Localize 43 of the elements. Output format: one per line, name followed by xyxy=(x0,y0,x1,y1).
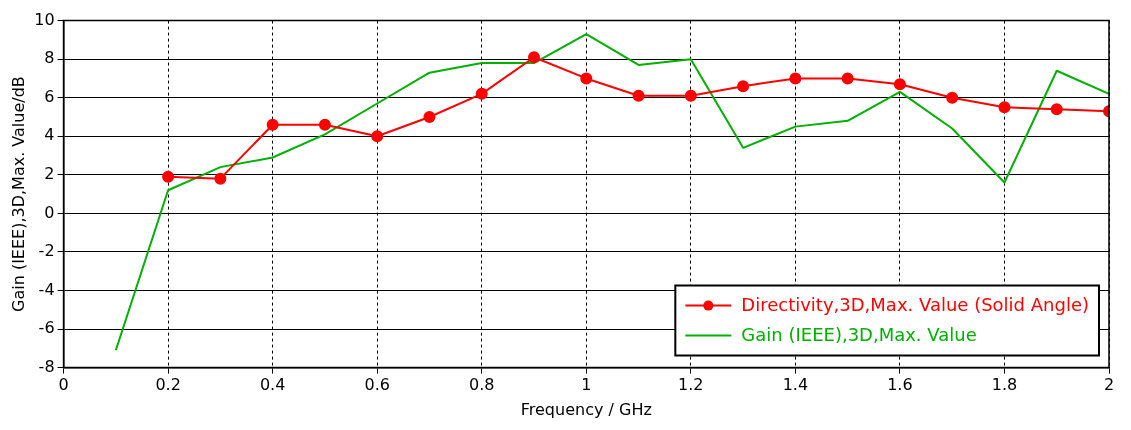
point xyxy=(737,80,750,93)
point xyxy=(266,118,279,131)
y-tick-label: 10 xyxy=(34,9,55,29)
x-tick-label: 0 xyxy=(58,375,69,395)
y-tick-label: -4 xyxy=(38,279,55,299)
x-tick-label: 0.2 xyxy=(155,375,181,395)
point xyxy=(841,72,854,85)
point xyxy=(632,89,645,102)
y-tick-label: 6 xyxy=(44,86,55,106)
point xyxy=(371,130,384,143)
x-tick-label: 2 xyxy=(1103,375,1115,395)
legend-label: Gain (IEEE),3D,Max. Value xyxy=(741,324,977,346)
x-tick-label: 1.4 xyxy=(782,375,809,395)
y-tick-label: -2 xyxy=(38,241,55,261)
y-tick-label: 8 xyxy=(44,48,55,68)
point xyxy=(684,89,697,102)
y-tick-label: -8 xyxy=(38,356,55,376)
point xyxy=(423,110,436,123)
y-tick-label: 2 xyxy=(44,163,55,183)
x-tick-label: 1 xyxy=(581,375,592,395)
point xyxy=(946,91,959,104)
legend-label: Directivity,3D,Max. Value (Solid Angle) xyxy=(741,294,1090,316)
x-tick-label: 1.8 xyxy=(991,375,1018,395)
point xyxy=(162,170,175,183)
point xyxy=(528,51,541,64)
point xyxy=(998,101,1011,114)
x-tick-label: 0.4 xyxy=(259,375,286,395)
y-axis-title: Gain (IEEE),3D,Max. Value/dB xyxy=(8,76,28,312)
point xyxy=(580,72,593,85)
y-tick-label: -6 xyxy=(38,318,55,338)
x-tick-label: 1.6 xyxy=(887,375,913,395)
x-axis-title: Frequency / GHz xyxy=(520,399,652,419)
point xyxy=(318,118,331,131)
x-tick-label: 0.6 xyxy=(364,375,390,395)
point xyxy=(475,87,488,100)
point xyxy=(789,72,802,85)
y-tick-label: 0 xyxy=(44,202,55,222)
y-tick-label: 4 xyxy=(44,125,55,145)
x-tick-label: 0.8 xyxy=(469,375,495,395)
point xyxy=(214,172,227,185)
point xyxy=(1050,103,1063,116)
point xyxy=(893,78,906,91)
x-tick-label: 1.2 xyxy=(678,375,704,395)
